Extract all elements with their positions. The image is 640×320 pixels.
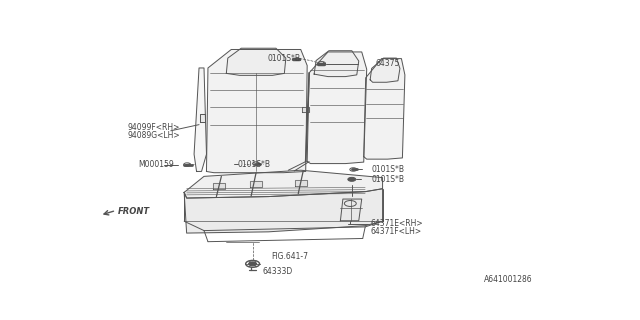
Text: 94099F<RH>: 94099F<RH> (127, 123, 179, 132)
Polygon shape (340, 199, 362, 221)
Polygon shape (227, 48, 286, 75)
Polygon shape (250, 181, 262, 187)
Text: 64375: 64375 (375, 59, 399, 68)
Polygon shape (213, 183, 225, 189)
Polygon shape (302, 108, 309, 112)
Polygon shape (364, 59, 405, 159)
Text: 64333D: 64333D (262, 267, 292, 276)
Polygon shape (184, 189, 383, 233)
Text: 0101S*B: 0101S*B (237, 160, 271, 169)
Circle shape (248, 262, 257, 266)
Text: 64371F<LH>: 64371F<LH> (370, 227, 421, 236)
Polygon shape (207, 50, 307, 173)
Polygon shape (307, 52, 367, 164)
Text: FIG.641-7: FIG.641-7 (271, 252, 308, 261)
Text: M000159: M000159 (138, 160, 174, 169)
Circle shape (348, 177, 356, 181)
Text: A641001286: A641001286 (484, 276, 533, 284)
Text: 0101S*B: 0101S*B (372, 175, 404, 184)
Polygon shape (194, 68, 207, 172)
Polygon shape (184, 170, 383, 198)
Polygon shape (200, 114, 205, 122)
Polygon shape (295, 180, 307, 186)
Text: 0101S*B: 0101S*B (372, 165, 404, 174)
Text: FRONT: FRONT (118, 207, 150, 216)
Text: 94089G<LH>: 94089G<LH> (127, 131, 180, 140)
Polygon shape (370, 58, 400, 82)
Polygon shape (314, 51, 359, 76)
Text: 64371E<RH>: 64371E<RH> (370, 219, 423, 228)
Text: 0101S*B: 0101S*B (268, 54, 301, 63)
